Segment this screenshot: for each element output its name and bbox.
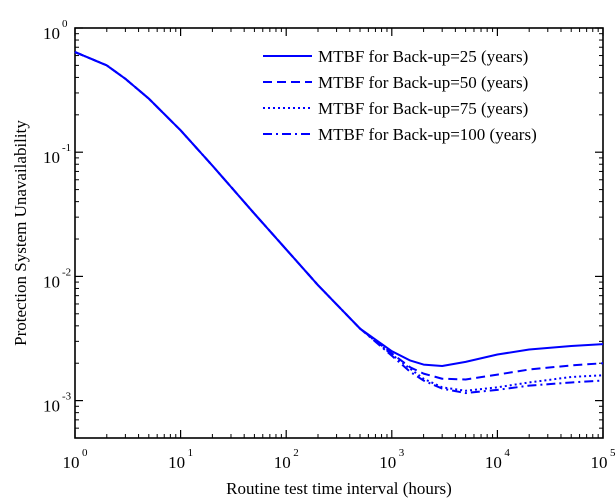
x-tick-label: 10 0	[63, 447, 89, 472]
x-tick-base: 10	[591, 453, 608, 472]
y-tick-label: 10 0	[43, 18, 68, 43]
y-axis-title: Protection System Unavailability	[11, 120, 30, 346]
y-tick-exponent: -2	[62, 266, 71, 278]
x-tick-label: 10 2	[274, 447, 299, 472]
y-tick-label: 10 -3	[43, 391, 72, 416]
y-tick-label: 10 -1	[43, 142, 71, 167]
x-tick-label: 10 4	[485, 447, 511, 472]
y-tick-base: 10	[43, 24, 60, 43]
x-tick-base: 10	[379, 453, 396, 472]
series-lines	[74, 51, 604, 395]
x-tick-base: 10	[485, 453, 502, 472]
legend: MTBF for Back-up=25 (years) MTBF for Back…	[256, 38, 592, 158]
legend-label-2: MTBF for Back-up=50 (years)	[318, 73, 528, 92]
x-tick-base: 10	[274, 453, 291, 472]
plot-frame	[74, 27, 604, 439]
x-tick-label: 10 3	[379, 447, 405, 472]
y-tick-base: 10	[43, 397, 60, 416]
x-tick-exponent: 4	[504, 447, 510, 459]
ticks-layer: 10 0 10 1 10 2 10 3 10 4 10 510 010 -110 -210 -3	[43, 18, 616, 472]
x-tick-exponent: 3	[399, 447, 405, 459]
series-line-4	[74, 51, 604, 395]
legend-label-3: MTBF for Back-up=75 (years)	[318, 99, 528, 118]
x-tick-base: 10	[168, 453, 185, 472]
x-axis-title: Routine test time interval (hours)	[226, 479, 452, 498]
legend-items: MTBF for Back-up=25 (years) MTBF for Back…	[263, 47, 537, 144]
x-tick-label: 10 5	[591, 447, 616, 472]
y-tick-exponent: -3	[62, 391, 72, 403]
legend-label-1: MTBF for Back-up=25 (years)	[318, 47, 528, 66]
y-tick-label: 10 -2	[43, 266, 71, 291]
x-tick-exponent: 0	[82, 447, 88, 459]
legend-label-4: MTBF for Back-up=100 (years)	[318, 125, 537, 144]
x-tick-exponent: 2	[293, 447, 299, 459]
y-tick-base: 10	[43, 148, 60, 167]
y-tick-exponent: -1	[62, 142, 71, 154]
legend-box	[256, 38, 592, 158]
y-tick-exponent: 0	[62, 18, 68, 30]
x-tick-exponent: 1	[188, 447, 194, 459]
x-tick-label: 10 1	[168, 447, 193, 472]
x-tick-base: 10	[63, 453, 80, 472]
y-tick-base: 10	[43, 272, 60, 291]
x-tick-exponent: 5	[610, 447, 616, 459]
